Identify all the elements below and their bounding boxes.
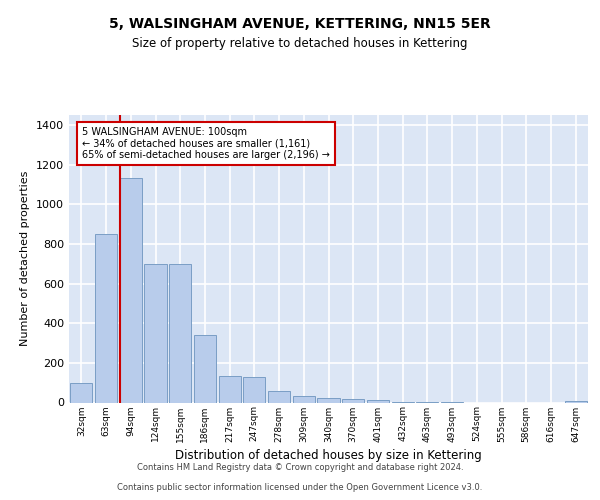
Text: 5 WALSINGHAM AVENUE: 100sqm
← 34% of detached houses are smaller (1,161)
65% of : 5 WALSINGHAM AVENUE: 100sqm ← 34% of det… xyxy=(82,127,330,160)
Bar xyxy=(194,335,216,402)
Bar xyxy=(268,390,290,402)
Bar xyxy=(317,398,340,402)
Bar xyxy=(145,264,167,402)
Bar xyxy=(293,396,315,402)
Text: Size of property relative to detached houses in Kettering: Size of property relative to detached ho… xyxy=(132,38,468,51)
Bar xyxy=(70,382,92,402)
Bar xyxy=(95,234,117,402)
Bar xyxy=(243,376,265,402)
Bar xyxy=(342,398,364,402)
Bar xyxy=(367,400,389,402)
Text: Contains HM Land Registry data © Crown copyright and database right 2024.: Contains HM Land Registry data © Crown c… xyxy=(137,464,463,472)
Bar xyxy=(119,178,142,402)
Text: 5, WALSINGHAM AVENUE, KETTERING, NN15 5ER: 5, WALSINGHAM AVENUE, KETTERING, NN15 5E… xyxy=(109,18,491,32)
Bar xyxy=(565,400,587,402)
Bar xyxy=(218,376,241,402)
X-axis label: Distribution of detached houses by size in Kettering: Distribution of detached houses by size … xyxy=(175,448,482,462)
Bar xyxy=(169,264,191,402)
Y-axis label: Number of detached properties: Number of detached properties xyxy=(20,171,31,346)
Text: Contains public sector information licensed under the Open Government Licence v3: Contains public sector information licen… xyxy=(118,484,482,492)
